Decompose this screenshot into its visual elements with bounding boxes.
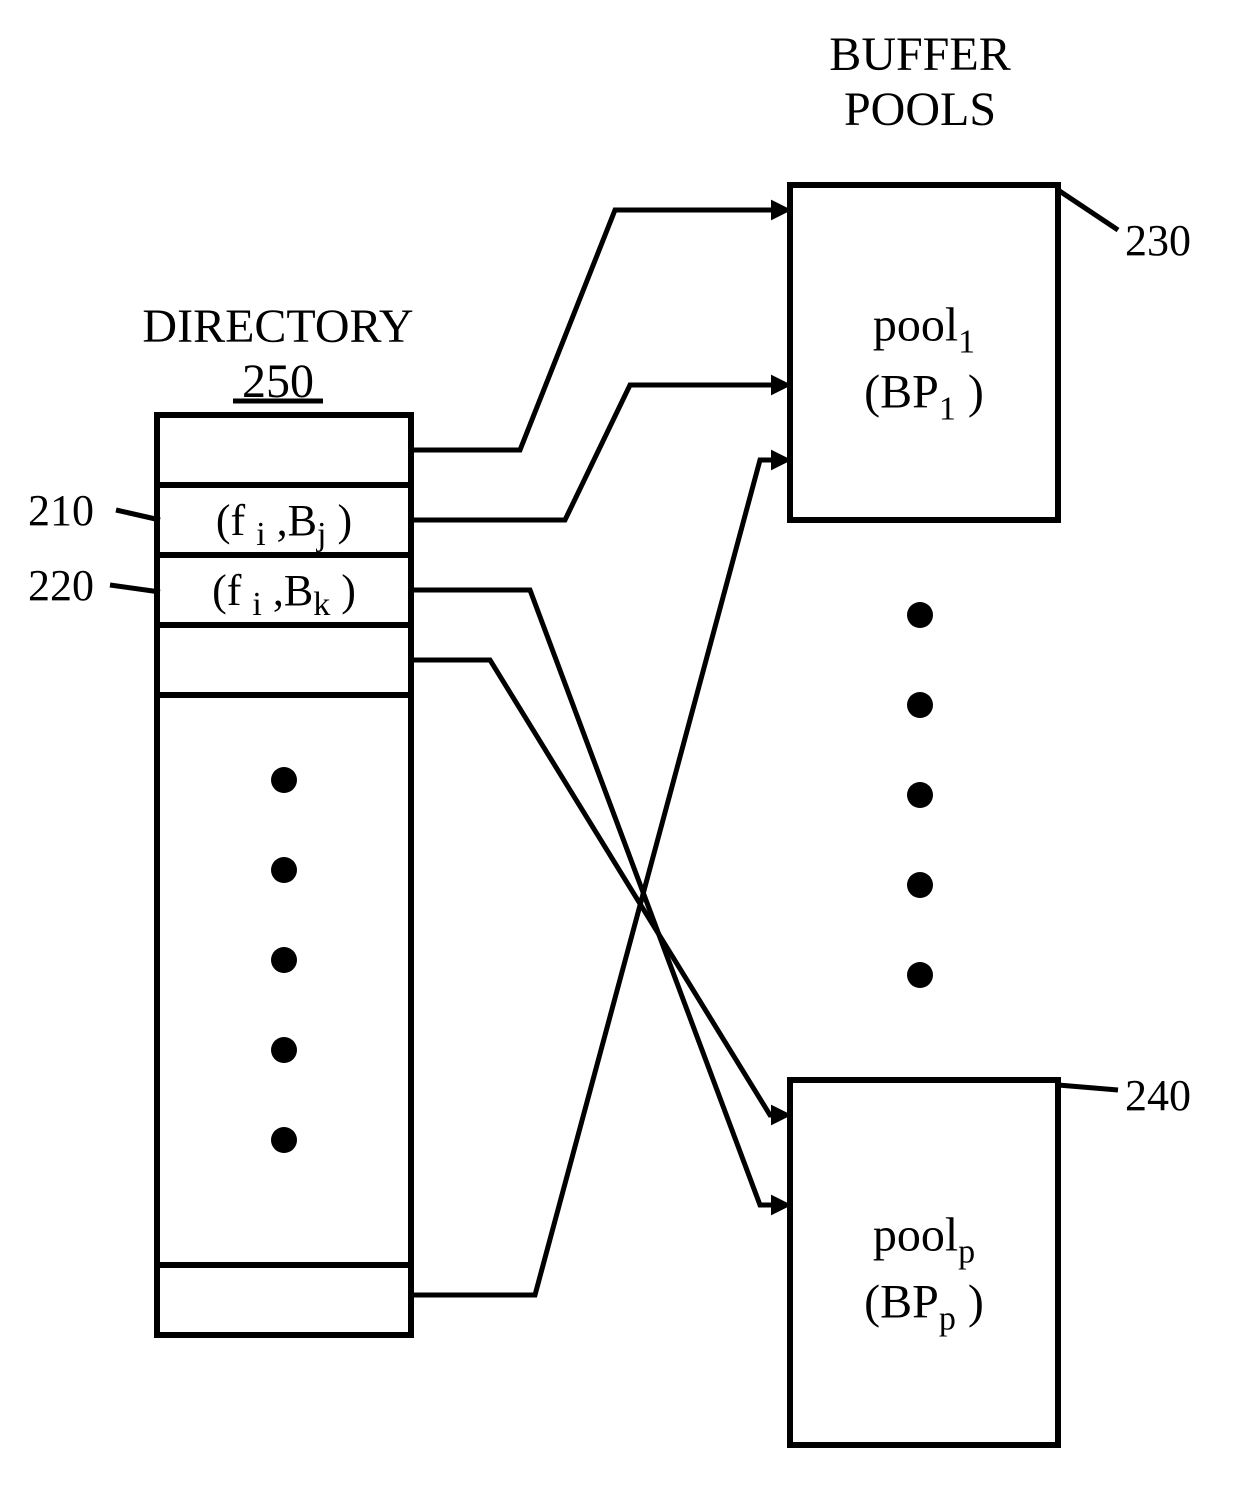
svg-text:(BP1 ): (BP1 ) <box>864 366 984 428</box>
callout-210: 210 <box>28 486 160 535</box>
svg-text:230: 230 <box>1125 216 1191 265</box>
dir-entry-1: (f i ,Bj ) <box>216 496 352 553</box>
edge-e1 <box>411 210 790 450</box>
svg-text:220: 220 <box>28 561 94 610</box>
callout-240: 240 <box>1058 1071 1191 1120</box>
svg-text:240: 240 <box>1125 1071 1191 1120</box>
edge-e4 <box>411 460 790 1295</box>
svg-text:(BPp ): (BPp ) <box>864 1276 984 1338</box>
edge-e3 <box>411 590 790 1205</box>
svg-text:210: 210 <box>28 486 94 535</box>
svg-text:BUFFER: BUFFER <box>829 28 1010 81</box>
callout-220: 220 <box>28 561 160 610</box>
callout-230: 230 <box>1058 190 1191 265</box>
directory-block: (f i ,Bj ) (f i ,Bk ) <box>157 415 411 1335</box>
dir-entry-2: (f i ,Bk ) <box>212 566 356 623</box>
svg-text:DIRECTORY: DIRECTORY <box>142 300 413 353</box>
pool-1: pool1(BP1 ) <box>790 185 1058 520</box>
svg-text:POOLS: POOLS <box>844 83 996 136</box>
pool-p: poolp(BPp ) <box>790 1080 1058 1445</box>
